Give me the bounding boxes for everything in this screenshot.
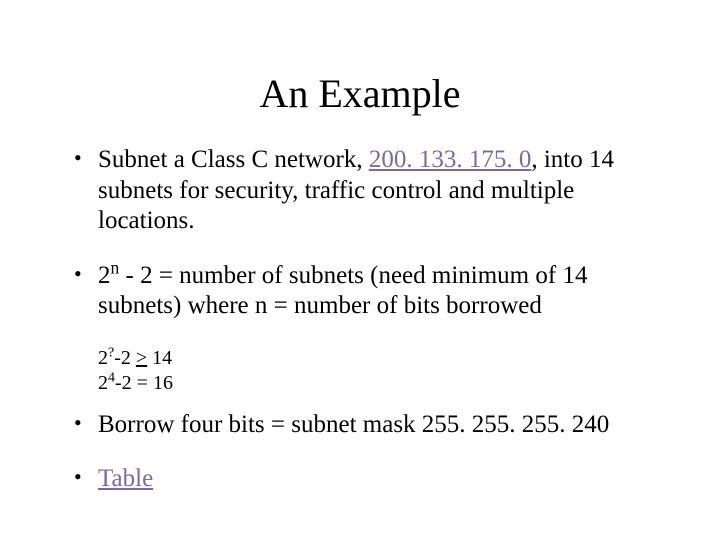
sub-formulas: 2?-2 > 14 24-2 = 16 [98, 346, 670, 396]
bullet-4: Table [70, 464, 660, 495]
sub1-ge: > [136, 347, 147, 369]
bullet-2-rest: - 2 = number of subnets (need minimum of… [98, 262, 587, 320]
sub1-base: 2 [98, 347, 108, 369]
bullet-3: Borrow four bits = subnet mask 255. 255.… [70, 410, 660, 441]
bullet-list: Subnet a Class C network, 200. 133. 175.… [50, 145, 670, 322]
sub2-rest: -2 = 16 [115, 372, 173, 394]
slide-title: An Example [50, 70, 670, 117]
bullet-2: 2n - 2 = number of subnets (need minimum… [70, 261, 660, 322]
ip-address-link[interactable]: 200. 133. 175. 0 [369, 146, 532, 173]
table-link[interactable]: Table [98, 465, 153, 492]
bullet-2-exp: n [111, 257, 120, 277]
sub2-base: 2 [98, 372, 108, 394]
sub1-mid: -2 [114, 347, 136, 369]
bullet-2-base: 2 [98, 262, 111, 289]
sub2-exp: 4 [108, 370, 115, 385]
sub1-end: 14 [147, 347, 172, 369]
sub-line-1: 2?-2 > 14 [98, 346, 670, 371]
slide: An Example Subnet a Class C network, 200… [0, 0, 720, 540]
bullet-1-pre: Subnet a Class C network, [98, 146, 369, 173]
bullet-list-2: Borrow four bits = subnet mask 255. 255.… [50, 410, 670, 495]
bullet-1: Subnet a Class C network, 200. 133. 175.… [70, 145, 660, 237]
sub-line-2: 24-2 = 16 [98, 371, 670, 396]
